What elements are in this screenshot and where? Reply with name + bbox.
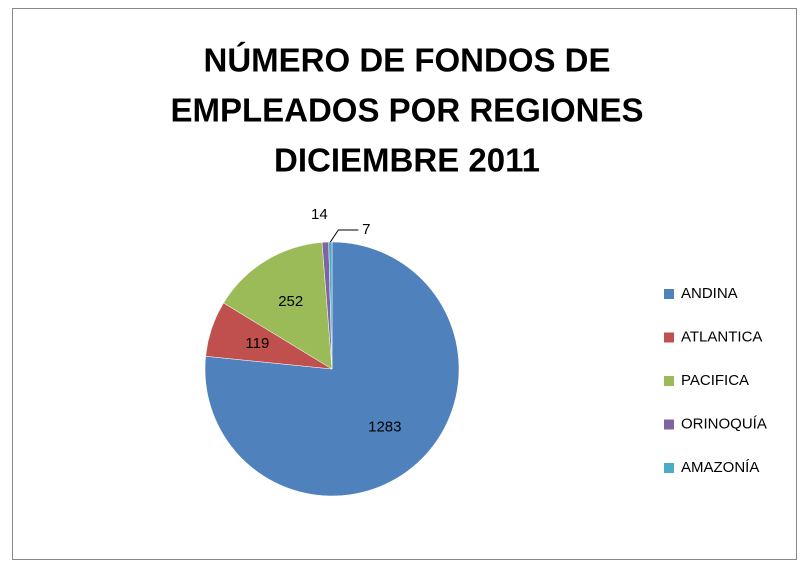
pie-slice bbox=[223, 242, 333, 370]
legend-label: ORINOQUÍA bbox=[681, 415, 767, 432]
chart-title: DICIEMBRE 2011 bbox=[274, 142, 540, 179]
chart-title: EMPLEADOS POR REGIONES bbox=[170, 92, 643, 129]
legend-label: ATLANTICA bbox=[681, 328, 762, 345]
data-label: 252 bbox=[278, 293, 303, 310]
data-label: 14 bbox=[311, 206, 328, 223]
legend-swatch bbox=[664, 376, 674, 386]
legend-swatch bbox=[664, 463, 674, 473]
data-label: 119 bbox=[245, 335, 269, 352]
pie-slice bbox=[204, 241, 460, 497]
legend-label: ANDINA bbox=[681, 285, 738, 302]
chart-title: NÚMERO DE FONDOS DE bbox=[203, 42, 610, 79]
legend-label: PACIFICA bbox=[681, 372, 749, 389]
legend-swatch bbox=[664, 419, 674, 430]
legend-label: AMAZONÍA bbox=[681, 459, 759, 476]
legend-swatch bbox=[664, 332, 674, 343]
leader-line bbox=[329, 229, 359, 243]
legend-swatch bbox=[664, 289, 674, 299]
data-label: 1283 bbox=[368, 418, 401, 435]
data-label: 7 bbox=[362, 221, 370, 238]
